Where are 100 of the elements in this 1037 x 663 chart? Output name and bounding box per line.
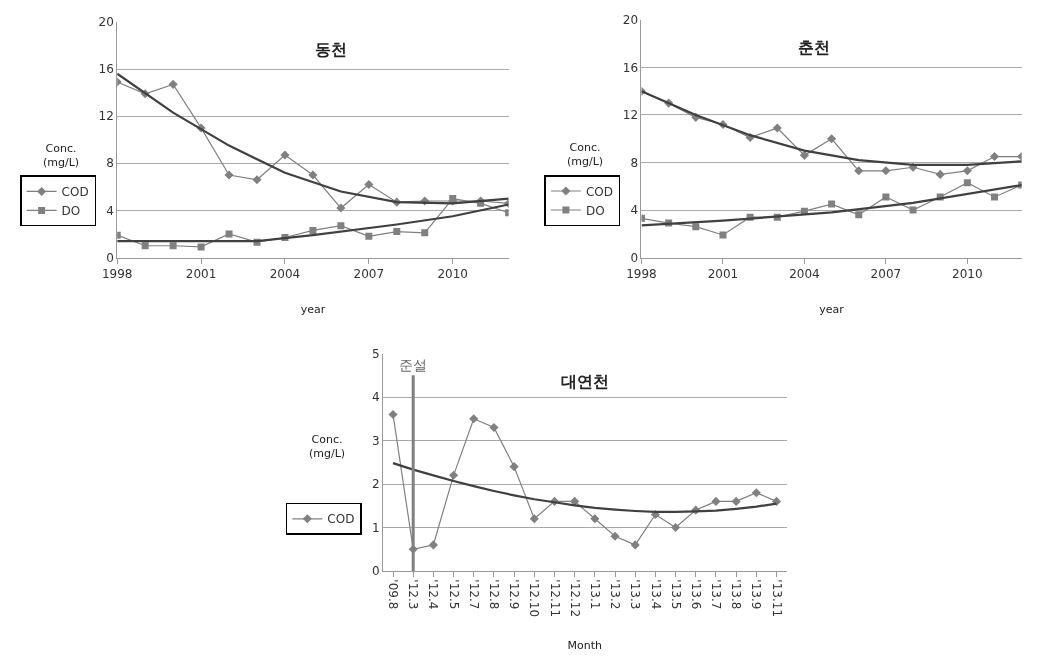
x-tick-label: 2007	[870, 266, 902, 281]
x-tick-label: 2004	[269, 266, 301, 281]
point	[141, 242, 149, 250]
line-series	[641, 183, 1022, 227]
point	[570, 496, 580, 506]
x-tick-label: '13.9	[749, 579, 764, 610]
point	[719, 231, 727, 239]
y-axis-title: Conc. (mg/L)	[309, 433, 346, 461]
point	[280, 150, 290, 160]
x-tick-label: '12.8	[487, 579, 502, 610]
x-tick-label: '13.7	[709, 579, 724, 610]
y-tick-label: 20	[98, 15, 114, 30]
point	[393, 228, 401, 236]
y-tick-label: 0	[630, 250, 639, 265]
x-tick-label: 2001	[707, 266, 739, 281]
point	[692, 223, 700, 231]
x-tick-label: '09.8	[386, 579, 401, 610]
x-tick-label: '13.1	[587, 579, 602, 610]
point	[909, 206, 917, 214]
text: 대연천	[561, 372, 609, 391]
point	[854, 166, 864, 176]
x-tick-label: 1998	[101, 266, 133, 281]
x-tick-label: '12.12	[567, 579, 582, 618]
point	[630, 540, 640, 550]
point	[827, 134, 837, 144]
y-tick-label: 5	[371, 346, 380, 361]
y-tick-label: 8	[106, 156, 114, 171]
y-tick-label: 1	[371, 520, 380, 535]
x-tick-label: 1998	[626, 266, 657, 281]
point	[731, 496, 741, 506]
y-tick-label: 4	[630, 203, 639, 218]
x-axis-title: year	[819, 303, 845, 317]
point	[428, 540, 438, 550]
point	[963, 179, 971, 187]
y-axis-title: Conc. (mg/L)	[567, 141, 604, 169]
y-tick-label: 3	[371, 433, 380, 448]
point	[610, 531, 620, 541]
ref-line-label: 준설	[399, 357, 427, 373]
x-tick-label: '12.9	[507, 579, 522, 610]
x-tick-label: '13.11	[769, 579, 784, 618]
x-axis-title: year	[300, 303, 326, 317]
y-tick-label: 16	[98, 62, 114, 77]
x-tick-label: '13.3	[628, 579, 643, 610]
point	[421, 229, 429, 237]
x-tick-label: 2001	[185, 266, 217, 281]
point	[882, 193, 890, 201]
point	[337, 222, 345, 230]
point	[449, 470, 459, 480]
x-tick-label: '12.4	[426, 579, 441, 610]
point	[388, 409, 398, 419]
y-tick-label: 2	[371, 477, 380, 492]
point	[590, 514, 600, 524]
point	[711, 496, 721, 506]
point	[881, 166, 891, 176]
point	[671, 522, 681, 533]
point	[799, 150, 809, 160]
point	[224, 170, 234, 180]
y-tick-label: 12	[98, 109, 114, 124]
point	[855, 211, 863, 219]
point	[308, 170, 318, 180]
point	[751, 488, 761, 498]
point	[168, 79, 178, 89]
x-tick-label: 2007	[353, 266, 385, 281]
legend-label: COD	[585, 184, 613, 199]
point	[935, 169, 945, 179]
y-tick-label: 4	[371, 390, 380, 405]
y-tick-label: 20	[622, 13, 639, 28]
point	[169, 242, 177, 250]
point	[309, 226, 317, 234]
legend-label: DO	[585, 203, 605, 218]
y-tick-label: 8	[630, 155, 639, 170]
point	[771, 496, 782, 506]
x-tick-label: '12.3	[406, 579, 421, 610]
point	[489, 422, 499, 433]
y-tick-label: 4	[106, 203, 114, 218]
x-tick-label: '12.11	[547, 579, 562, 618]
x-tick-label: '13.8	[729, 579, 744, 610]
x-tick-label: '13.4	[648, 579, 663, 610]
y-tick-label: 16	[622, 60, 639, 75]
y-tick-label: 0	[371, 564, 380, 579]
point	[252, 175, 262, 185]
point	[364, 179, 374, 190]
text: 춘천	[798, 38, 830, 57]
x-tick-label: 2010	[437, 266, 468, 281]
point	[529, 514, 539, 524]
point	[225, 230, 233, 238]
legend-label: COD	[61, 185, 89, 200]
point	[772, 123, 782, 133]
point	[365, 232, 373, 240]
point	[197, 243, 205, 251]
x-tick-label: '13.2	[608, 579, 623, 610]
x-tick-label: '12.7	[466, 579, 481, 610]
y-axis-title: Conc. (mg/L)	[43, 142, 80, 170]
y-tick-label: 12	[622, 108, 639, 123]
point	[509, 462, 519, 472]
x-axis-title: Month	[567, 639, 603, 653]
point	[336, 203, 346, 213]
point	[991, 193, 999, 201]
point	[469, 414, 479, 424]
x-tick-label: 2010	[952, 266, 983, 281]
